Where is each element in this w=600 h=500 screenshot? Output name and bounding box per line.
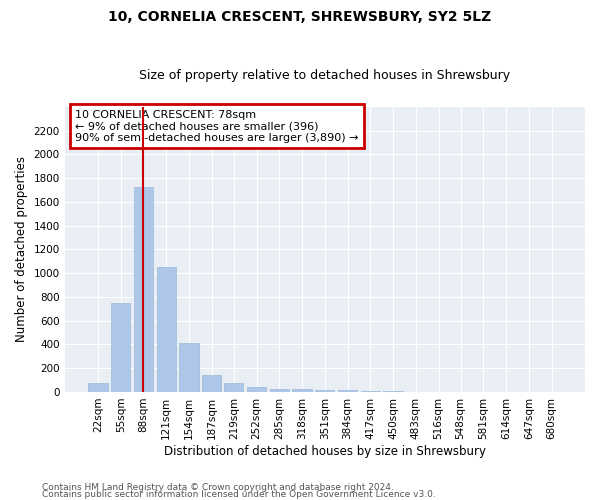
Title: Size of property relative to detached houses in Shrewsbury: Size of property relative to detached ho… [139,69,511,82]
Bar [361,391,380,392]
Y-axis label: Number of detached properties: Number of detached properties [15,156,28,342]
Bar [315,390,334,392]
X-axis label: Distribution of detached houses by size in Shrewsbury: Distribution of detached houses by size … [164,444,486,458]
Bar [157,267,176,392]
Bar [247,387,266,392]
Bar [111,303,130,392]
Bar [224,382,244,392]
Bar [269,389,289,392]
Bar [338,390,357,392]
Text: 10, CORNELIA CRESCENT, SHREWSBURY, SY2 5LZ: 10, CORNELIA CRESCENT, SHREWSBURY, SY2 5… [109,10,491,24]
Text: Contains public sector information licensed under the Open Government Licence v3: Contains public sector information licen… [42,490,436,499]
Bar [88,383,107,392]
Bar [202,374,221,392]
Text: 10 CORNELIA CRESCENT: 78sqm
← 9% of detached houses are smaller (396)
90% of sem: 10 CORNELIA CRESCENT: 78sqm ← 9% of deta… [75,110,359,143]
Bar [179,342,199,392]
Bar [134,187,153,392]
Text: Contains HM Land Registry data © Crown copyright and database right 2024.: Contains HM Land Registry data © Crown c… [42,484,394,492]
Bar [292,390,312,392]
